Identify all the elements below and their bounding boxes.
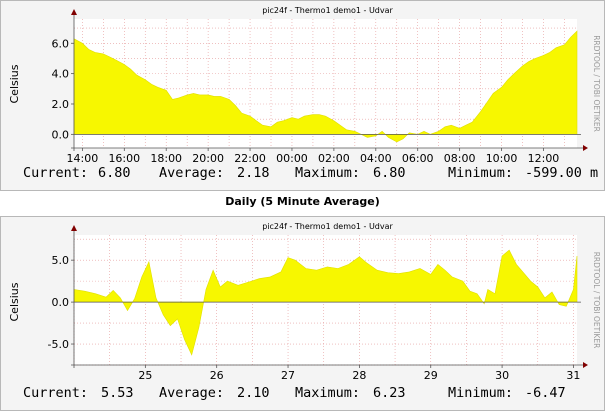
legend-value: 6.80 [373, 165, 406, 181]
x-tick-label: 28 [352, 369, 366, 382]
y-tick-label: -5.0 [48, 338, 69, 351]
x-tick-label: 31 [566, 369, 580, 382]
y-axis-label: Celsius [8, 64, 21, 103]
section-title: Daily (5 Minute Average) [225, 195, 380, 208]
x-tick-label: 06:00 [402, 152, 434, 165]
y-tick-label: 5.0 [52, 254, 70, 267]
x-axis-arrow [583, 362, 588, 368]
legend-label: Average: [159, 385, 224, 401]
x-tick-label: 30 [495, 369, 509, 382]
x-tick-label: 14:00 [67, 152, 99, 165]
y-tick-label: 2.0 [52, 98, 70, 111]
legend-label: Maximum: [295, 165, 360, 181]
x-tick-label: 18:00 [150, 152, 182, 165]
legend-value: -6.47 [525, 385, 566, 401]
legend-value: 2.18 [237, 165, 270, 181]
y-tick-label: 4.0 [52, 68, 70, 81]
legend-label: Average: [159, 165, 224, 181]
y-tick-label: 6.0 [52, 37, 70, 50]
x-tick-label: 22:00 [234, 152, 266, 165]
legend-value: -599.00 m [525, 165, 598, 181]
watermark-text: RRDTOOL / TOBI OETIKER [592, 252, 601, 349]
legend-label: Maximum: [295, 385, 360, 401]
y-tick-label: 0.0 [52, 128, 70, 141]
legend-label: Current: [23, 165, 88, 181]
watermark-text: RRDTOOL / TOBI OETIKER [592, 35, 601, 132]
chart-daily: pic24f - Thermo1 demo1 - Udvar RRDTOOL / … [8, 222, 601, 401]
chart-panel-daily: pic24f - Thermo1 demo1 - Udvar RRDTOOL / … [0, 216, 605, 411]
x-tick-label: 02:00 [318, 152, 350, 165]
legend-value: 6.23 [373, 385, 406, 401]
x-tick-label: 29 [424, 369, 438, 382]
x-tick-label: 16:00 [108, 152, 140, 165]
legend-label: Minimum: [448, 165, 513, 181]
x-tick-label: 25 [138, 369, 152, 382]
temperature-area [73, 30, 578, 143]
x-tick-label: 08:00 [444, 152, 476, 165]
legend-value: 5.53 [101, 385, 134, 401]
x-tick-label: 26 [210, 369, 224, 382]
y-axis-arrow [71, 9, 77, 15]
y-axis-arrow [71, 225, 77, 231]
x-tick-label: 00:00 [276, 152, 308, 165]
legend-value: 6.80 [98, 165, 131, 181]
x-tick-label: 04:00 [360, 152, 392, 165]
x-tick-label: 20:00 [192, 152, 224, 165]
chart-panel-hourly: pic24f - Thermo1 demo1 - Udvar RRDTOOL / … [0, 0, 605, 191]
x-tick-label: 12:00 [528, 152, 560, 165]
x-axis-arrow [583, 145, 588, 151]
x-tick-label: 10:00 [486, 152, 518, 165]
legend-label: Minimum: [448, 385, 513, 401]
legend-value: 2.10 [237, 385, 270, 401]
chart-hourly: pic24f - Thermo1 demo1 - Udvar RRDTOOL / … [8, 6, 601, 181]
chart-title: pic24f - Thermo1 demo1 - Udvar [262, 222, 393, 231]
chart-title: pic24f - Thermo1 demo1 - Udvar [262, 6, 393, 15]
y-tick-label: 0.0 [52, 296, 70, 309]
legend-label: Current: [23, 385, 88, 401]
x-tick-label: 27 [281, 369, 295, 382]
y-axis-label: Celsius [8, 282, 21, 321]
